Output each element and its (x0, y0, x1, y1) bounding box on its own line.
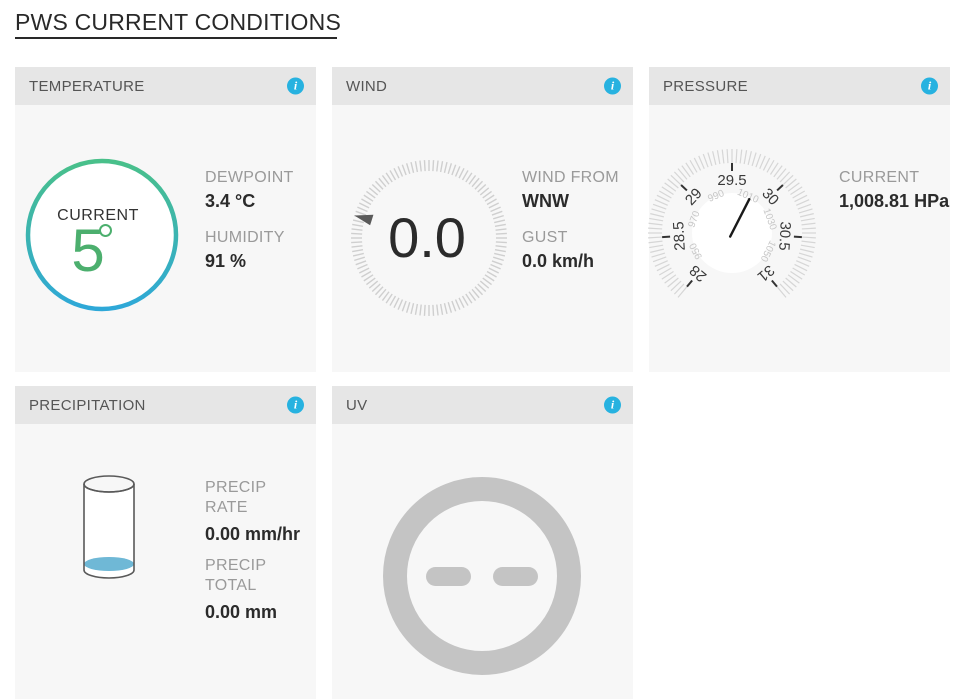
svg-text:29.5: 29.5 (717, 172, 746, 189)
svg-text:28: 28 (686, 261, 710, 285)
svg-text:31: 31 (754, 261, 778, 285)
